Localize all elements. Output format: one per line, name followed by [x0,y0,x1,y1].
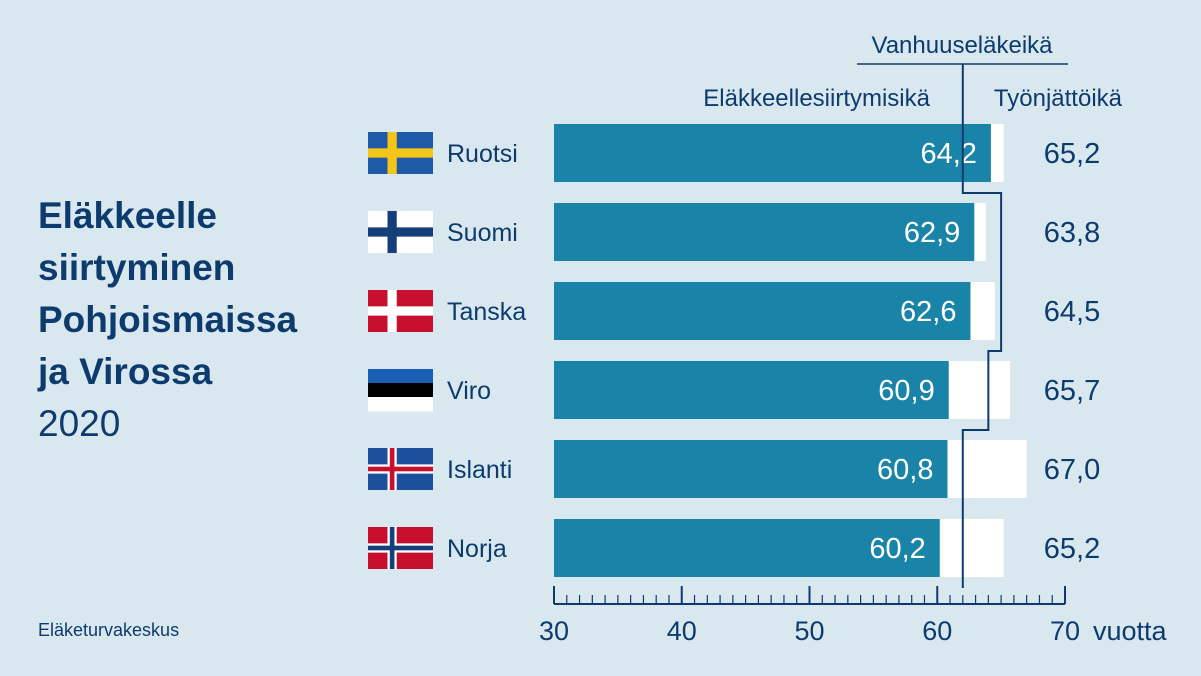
x-tick-label: 70 [1050,616,1080,646]
x-axis: 30 40 50 60 70 vuotta [539,586,1168,646]
bars-group: Ruotsi 64,2 65,2 Suomi 62,9 63,8 Tanska 62,6 64,… [368,63,1100,588]
retirement-age-bar [554,203,975,261]
finland-flag [368,211,433,253]
title-year: 2020 [38,403,121,444]
legend-exit-age: Työnjättöikä [994,85,1123,112]
x-tick-label: 30 [539,616,569,646]
source-label: Eläketurvakeskus [38,620,180,640]
sweden-flag [368,132,433,174]
pension-age-line [961,64,1003,588]
title-line-2: siirtyminen [38,247,236,288]
retirement-age-bar [554,282,971,340]
iceland-flag [368,448,433,490]
country-label: Norja [447,535,507,563]
x-tick-label: 40 [667,616,697,646]
country-label: Islanti [447,456,512,484]
exit-age-label: 65,7 [1044,375,1100,407]
title-line-3: Pohjoismaissa [38,299,298,340]
retirement-age-label: 62,9 [904,217,960,249]
retirement-age-bar [554,361,949,419]
country-label: Suomi [447,219,518,247]
country-label: Viro [447,377,491,405]
x-unit-label: vuotta [1093,616,1168,646]
retirement-age-bar [554,519,940,577]
legend-retirement-age: Eläkkeellesiirtymisikä [703,85,930,112]
country-label: Ruotsi [447,140,518,168]
retirement-age-label: 64,2 [920,138,976,170]
retirement-age-label: 60,2 [869,533,925,565]
title-line-4: ja Virossa [38,351,213,392]
estonia-flag [368,369,433,412]
retirement-age-label: 60,9 [878,375,934,407]
exit-age-label: 67,0 [1044,454,1100,486]
exit-age-label: 65,2 [1044,533,1100,565]
retirement-age-bar [554,440,948,498]
denmark-flag [368,290,433,332]
exit-age-label: 65,2 [1044,138,1100,170]
norway-flag [368,527,433,569]
title-line-1: Eläkkeelle [38,195,217,236]
x-tick-label: 60 [922,616,952,646]
legend-pension-age: Vanhuuseläkeikä [871,32,1053,59]
retirement-age-bar [554,124,991,182]
exit-age-label: 64,5 [1044,296,1100,328]
country-label: Tanska [447,298,526,326]
exit-age-label: 63,8 [1044,217,1100,249]
title-block: Eläkkeelle siirtyminen Pohjoismaissa ja … [38,190,358,450]
retirement-age-label: 60,8 [877,454,933,486]
retirement-age-label: 62,6 [900,296,956,328]
x-tick-label: 50 [794,616,824,646]
